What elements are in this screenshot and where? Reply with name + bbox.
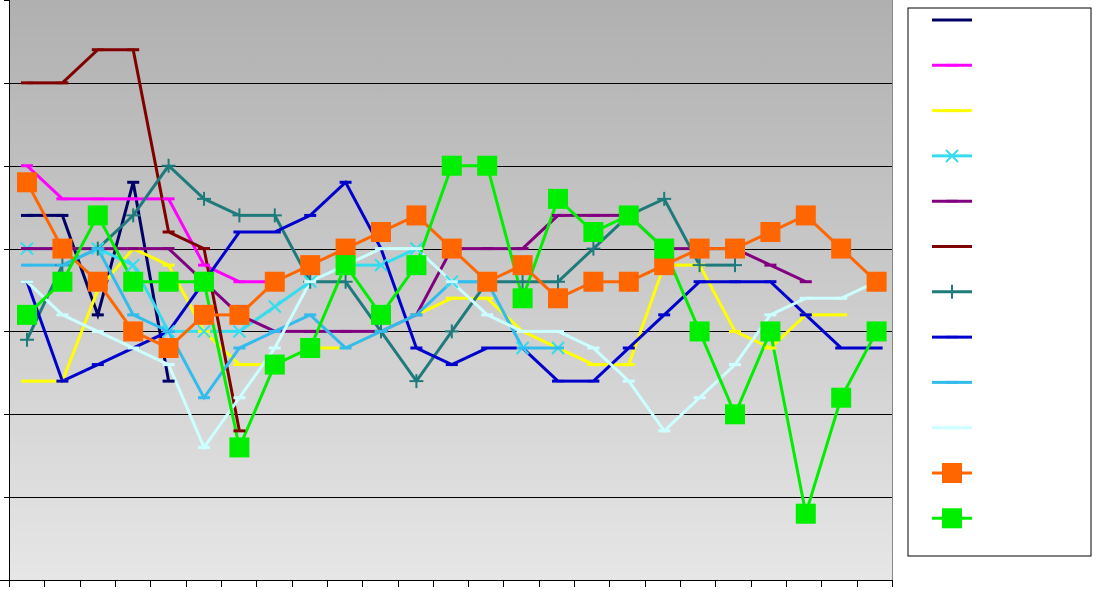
data-point-plus	[657, 191, 672, 206]
data-point-plus	[515, 274, 530, 289]
data-point-square	[477, 155, 498, 176]
data-point-square	[17, 304, 37, 325]
data-point-square	[548, 288, 568, 309]
data-point-square	[300, 255, 321, 276]
data-point-x	[126, 258, 140, 272]
data-point-square	[477, 271, 498, 292]
data-point-square	[760, 321, 781, 342]
data-point-square	[583, 271, 604, 292]
data-point-plus	[692, 258, 707, 273]
data-point-square	[158, 271, 179, 292]
data-point-square	[158, 338, 179, 358]
data-point-square	[123, 321, 144, 342]
data-point-plus	[728, 258, 742, 273]
data-point-square	[866, 321, 887, 342]
data-point-square	[618, 271, 639, 292]
data-point-square	[725, 238, 745, 259]
data-point-square	[264, 354, 285, 375]
data-point-square	[371, 222, 391, 242]
series-markers	[17, 48, 887, 524]
data-point-square	[371, 304, 391, 325]
legend-box	[907, 7, 1092, 557]
plot-area	[9, 0, 892, 580]
data-point-plus	[20, 332, 34, 347]
data-point-plus	[126, 208, 141, 223]
data-point-square	[194, 304, 214, 325]
data-point-square	[760, 222, 781, 242]
data-point-x	[197, 324, 211, 339]
data-point-square	[942, 508, 962, 529]
data-point-square	[87, 271, 108, 292]
data-point-square	[512, 288, 533, 309]
data-point-square	[335, 238, 356, 259]
data-point-square	[406, 205, 427, 226]
data-point-x	[374, 258, 388, 272]
data-point-square	[87, 205, 108, 226]
data-point-plus	[444, 324, 459, 339]
data-point-square	[229, 437, 250, 458]
data-point-square	[548, 188, 568, 209]
data-point-square	[406, 255, 427, 276]
data-point-square	[654, 238, 675, 259]
axes	[0, 0, 893, 587]
data-point-plus	[161, 158, 176, 173]
data-point-square	[942, 463, 962, 483]
data-point-square	[335, 255, 356, 276]
data-point-square	[618, 205, 639, 226]
data-point-square	[831, 387, 852, 408]
data-point-plus	[586, 241, 601, 256]
data-point-square	[654, 255, 675, 276]
data-point-x	[232, 324, 247, 339]
data-point-square	[300, 338, 321, 358]
data-point-square	[52, 271, 73, 292]
data-point-plus	[409, 374, 424, 389]
data-point-square	[17, 172, 37, 193]
data-point-square	[689, 321, 710, 342]
data-point-x	[945, 149, 959, 163]
data-point-square	[52, 238, 73, 259]
data-point-square	[229, 304, 250, 325]
data-point-square	[795, 205, 816, 226]
data-point-square	[689, 238, 710, 259]
data-point-x	[268, 299, 282, 314]
data-point-square	[441, 238, 462, 259]
data-point-square	[123, 271, 144, 292]
data-point-square	[512, 255, 533, 276]
data-point-square	[866, 271, 887, 292]
data-point-square	[194, 271, 214, 292]
data-point-plus	[232, 208, 247, 223]
series-line	[27, 246, 842, 383]
data-point-square	[583, 222, 604, 242]
data-point-plus	[197, 191, 211, 206]
data-point-square	[725, 404, 745, 425]
data-point-plus	[267, 208, 282, 223]
legend	[932, 18, 972, 529]
series-line	[27, 246, 558, 401]
data-point-square	[441, 155, 462, 176]
data-point-square	[264, 271, 285, 292]
data-point-plus	[945, 284, 959, 299]
data-point-plus	[551, 274, 565, 289]
data-point-square	[831, 238, 852, 259]
data-point-square	[795, 503, 816, 524]
data-point-plus	[338, 274, 353, 289]
